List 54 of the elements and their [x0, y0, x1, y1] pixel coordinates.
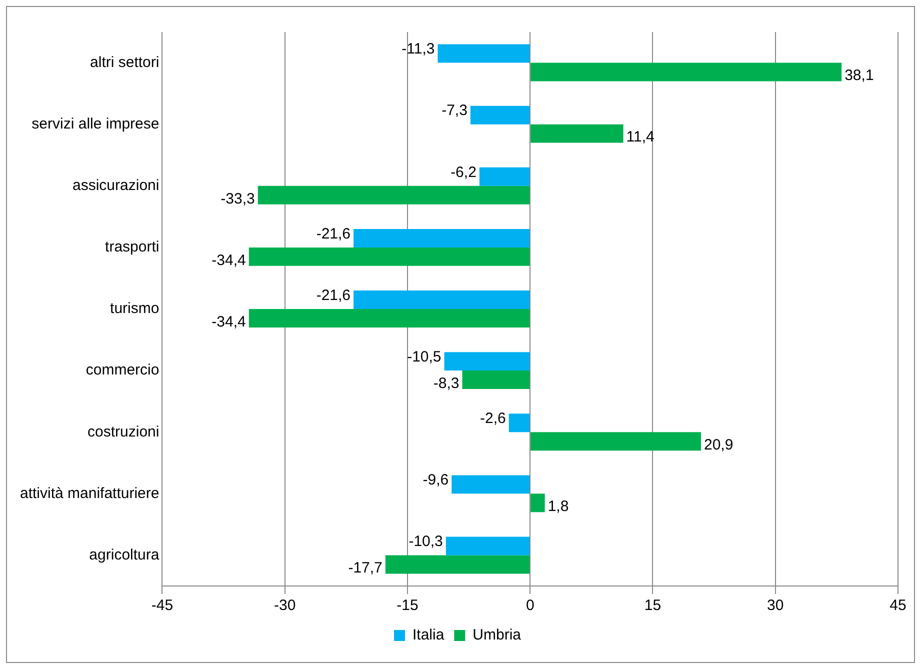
data-label: 11,4: [626, 128, 654, 146]
data-label: 38,1: [844, 67, 874, 84]
bar: [258, 186, 530, 204]
data-label: 1,8: [548, 498, 569, 516]
bar: [444, 352, 530, 371]
y-tick-label: trasporti: [105, 238, 160, 256]
legend-label: Italia: [412, 626, 445, 644]
bar: [385, 555, 530, 574]
bar: [446, 536, 530, 556]
data-label: -34,4: [212, 252, 246, 269]
y-tick-label: servizi alle imprese: [32, 115, 160, 132]
data-label: -33,3: [220, 190, 255, 208]
x-tick-label: -45: [151, 597, 174, 614]
data-label: -6,2: [450, 164, 476, 181]
data-label: -21,6: [316, 225, 351, 242]
data-label: -10,3: [408, 533, 443, 550]
data-label: 20,9: [704, 436, 734, 454]
x-tick-label: 30: [767, 597, 784, 614]
data-label: -21,6: [316, 286, 351, 304]
data-label: -9,6: [422, 472, 449, 489]
x-tick-label: 15: [644, 597, 662, 614]
legend-label: Umbria: [472, 626, 522, 644]
data-label: -8,3: [433, 374, 460, 392]
bar: [354, 290, 530, 309]
y-tick-label: turismo: [110, 300, 160, 318]
bar: [470, 106, 530, 124]
x-tick-label: -15: [396, 597, 418, 614]
y-tick-label: altri settori: [90, 54, 160, 71]
bar: [248, 309, 530, 328]
bar: [248, 247, 530, 266]
x-tick-label: -30: [274, 597, 296, 614]
bar: [462, 370, 530, 390]
data-label: -10,5: [407, 348, 442, 366]
bar: [508, 414, 530, 432]
data-label: -7,3: [442, 102, 468, 120]
bar: [530, 62, 842, 82]
data-label: -11,3: [402, 40, 435, 58]
y-tick-label: commercio: [86, 362, 160, 379]
y-tick-label: attività manifatturiere: [20, 484, 160, 502]
bar: [530, 432, 701, 451]
x-tick-label: 45: [890, 597, 906, 614]
bar: [530, 124, 624, 143]
bar: [530, 494, 545, 512]
x-tick-label: 0: [526, 597, 534, 614]
y-tick-label: assicurazioni: [72, 177, 160, 194]
bar: [479, 167, 530, 186]
bar: [354, 228, 530, 248]
data-label: -34,4: [212, 313, 246, 330]
y-tick-label: agricoltura: [89, 546, 160, 564]
bar: [438, 44, 530, 63]
data-label: -17,7: [348, 560, 382, 577]
data-label: -2,6: [480, 410, 506, 428]
bar: [452, 475, 530, 494]
y-tick-label: costruzioni: [88, 423, 160, 440]
